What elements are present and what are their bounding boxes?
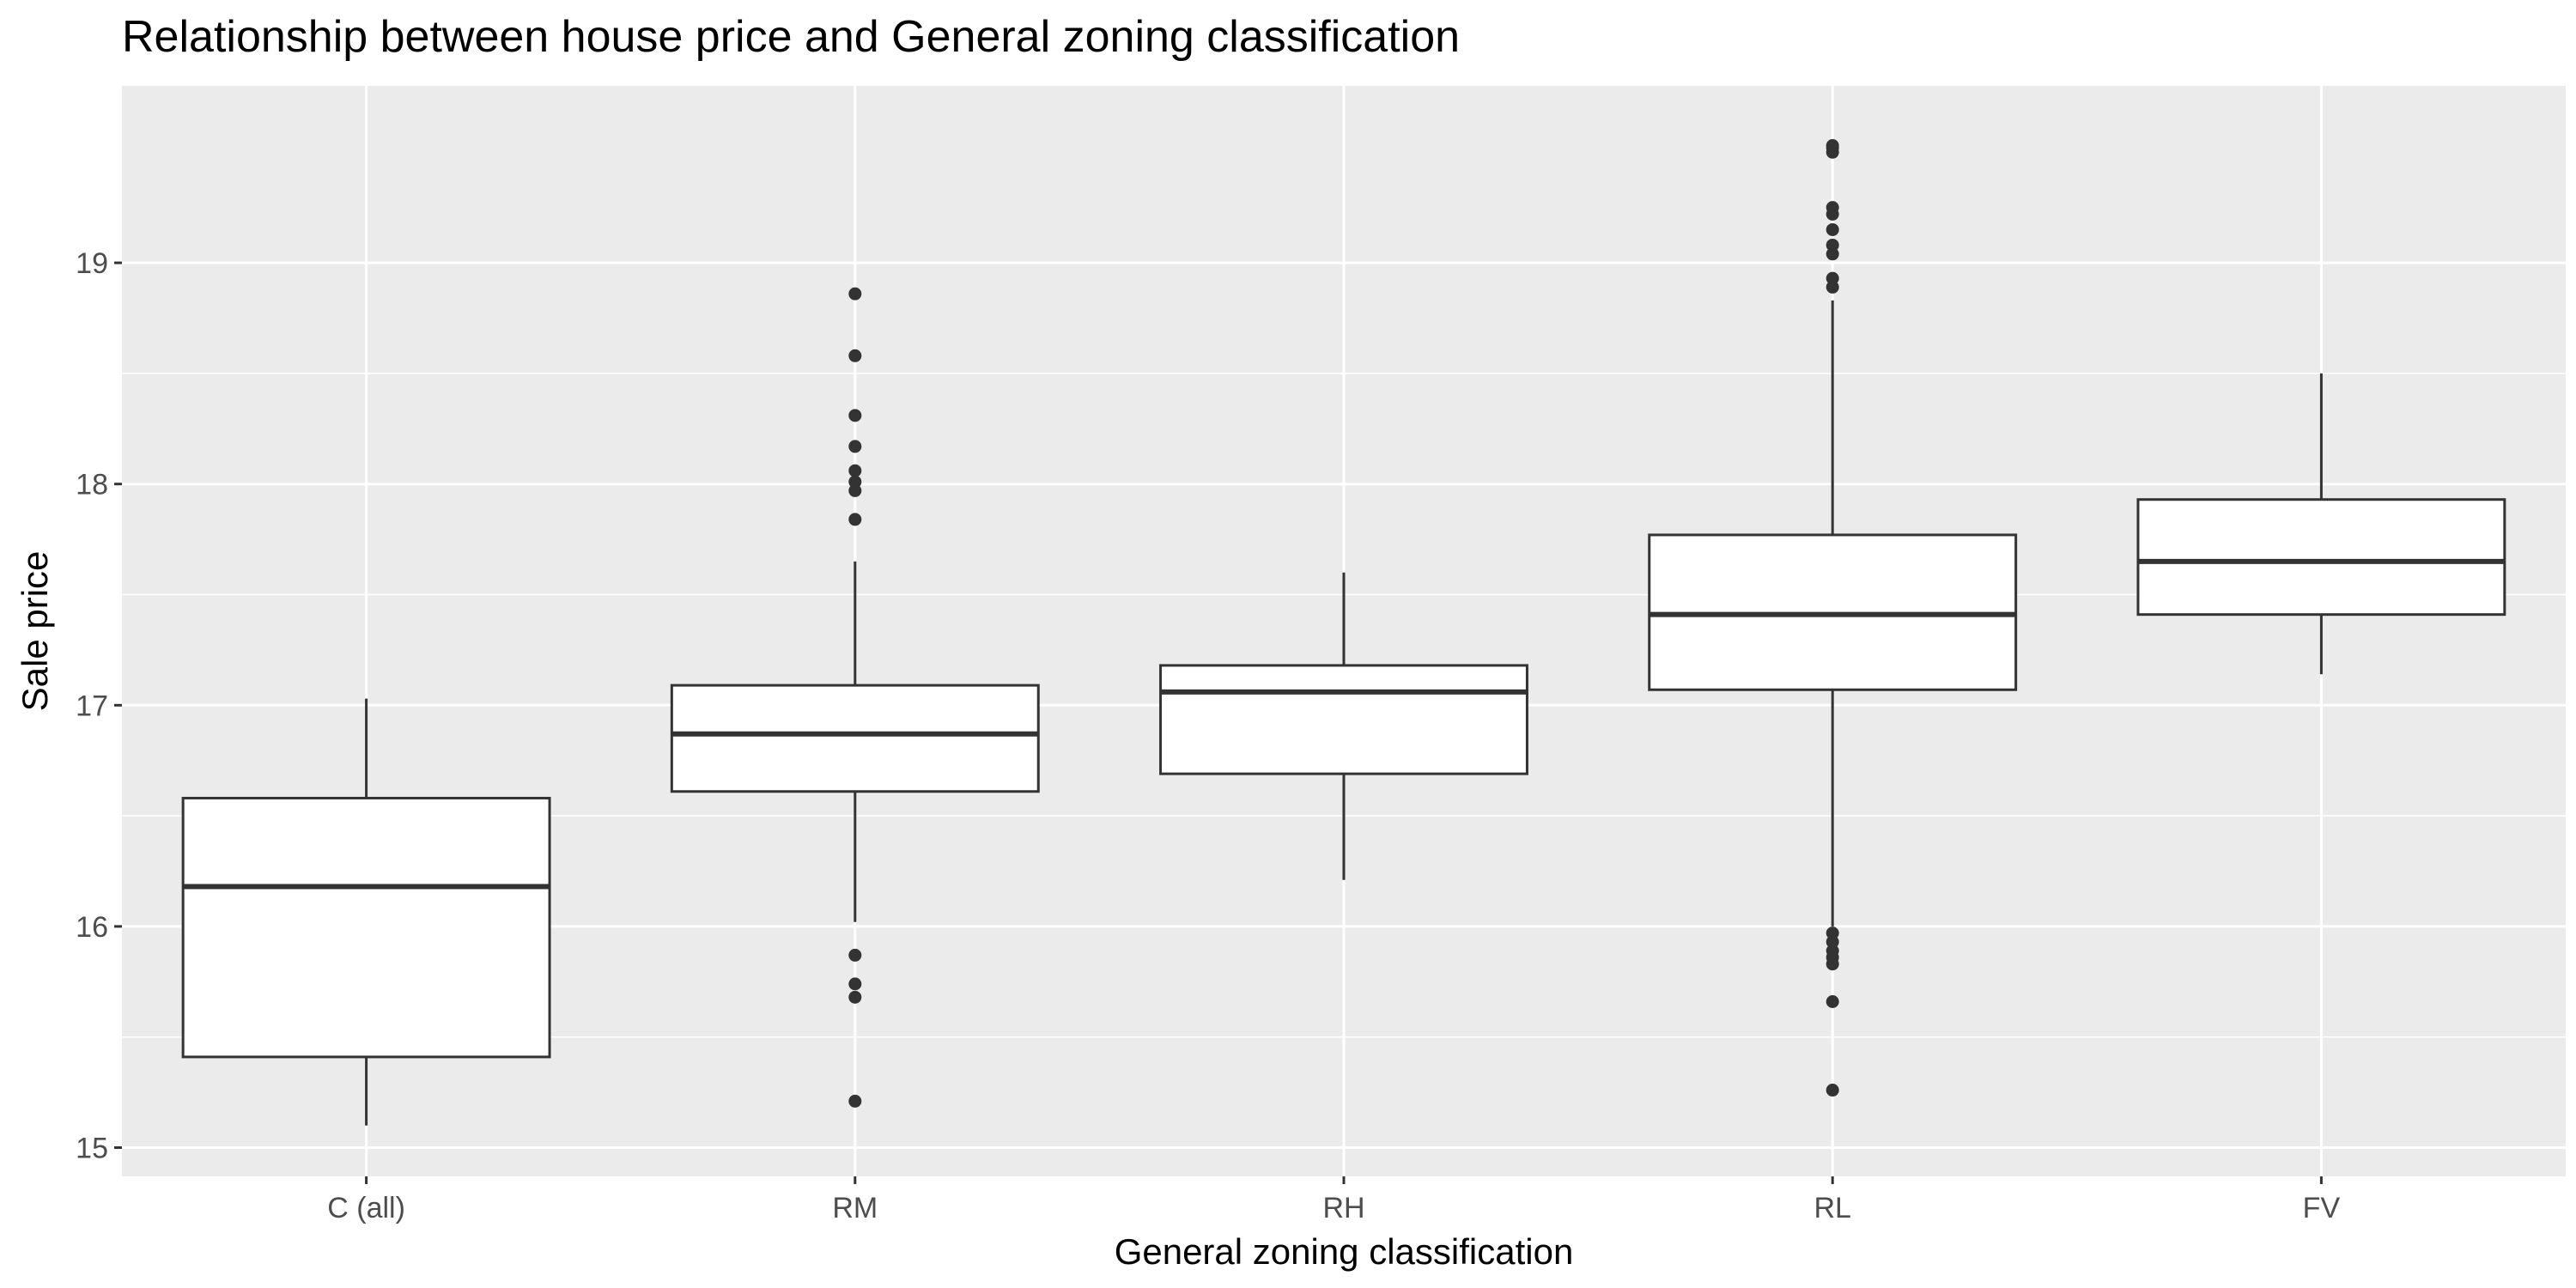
outlier-point [848, 409, 862, 422]
y-axis-title: Sale price [15, 551, 55, 712]
x-axis: C (all) RM RH RL FV [327, 1176, 2340, 1224]
y-tick-label: 16 [76, 911, 108, 944]
outlier-point [848, 440, 862, 453]
box-group [1159, 572, 1528, 880]
box-group [1648, 139, 2018, 1097]
outlier-point [848, 464, 862, 477]
y-tick-label: 15 [76, 1133, 108, 1165]
outlier-point [848, 977, 862, 991]
y-tick-label: 19 [76, 247, 108, 280]
box-iqr [1159, 664, 1528, 775]
box-group [181, 698, 551, 1126]
outlier-point [1826, 1084, 1839, 1097]
x-tick-label: RM [832, 1192, 878, 1224]
outlier-point [848, 475, 862, 489]
outlier-point [1826, 247, 1839, 261]
y-tick-label: 17 [76, 690, 108, 722]
outlier-point [1826, 994, 1839, 1008]
outlier-point [848, 990, 862, 1004]
outlier-point [848, 287, 862, 301]
box-iqr [181, 796, 551, 1059]
box-iqr [670, 683, 1040, 793]
x-axis-title: General zoning classification [1115, 1231, 1574, 1272]
y-axis: 15 16 17 18 19 [76, 247, 122, 1165]
x-tick-label: FV [2303, 1192, 2341, 1224]
box-iqr [2136, 498, 2506, 617]
outlier-point [848, 513, 862, 526]
outlier-point [1826, 238, 1839, 252]
outlier-point [1826, 139, 1839, 153]
box-group [670, 287, 1040, 1108]
box-group [2136, 373, 2506, 675]
x-tick-label: RH [1322, 1192, 1364, 1224]
outlier-point [1826, 222, 1839, 236]
boxes-layer [181, 139, 2506, 1126]
chart-title: Relationship between house price and Gen… [122, 12, 1460, 62]
outlier-point [1826, 201, 1839, 215]
y-tick-label: 18 [76, 469, 108, 501]
outlier-point [848, 1094, 862, 1108]
outlier-point [1826, 935, 1839, 949]
x-tick-label: RL [1814, 1192, 1850, 1224]
outlier-point [848, 483, 862, 497]
outlier-point [1826, 944, 1839, 957]
outlier-point [1826, 280, 1839, 294]
outlier-point [848, 349, 862, 362]
x-tick-label: C (all) [327, 1192, 405, 1224]
outlier-point [1826, 927, 1839, 940]
outlier-point [1826, 271, 1839, 285]
outlier-point [848, 948, 862, 962]
